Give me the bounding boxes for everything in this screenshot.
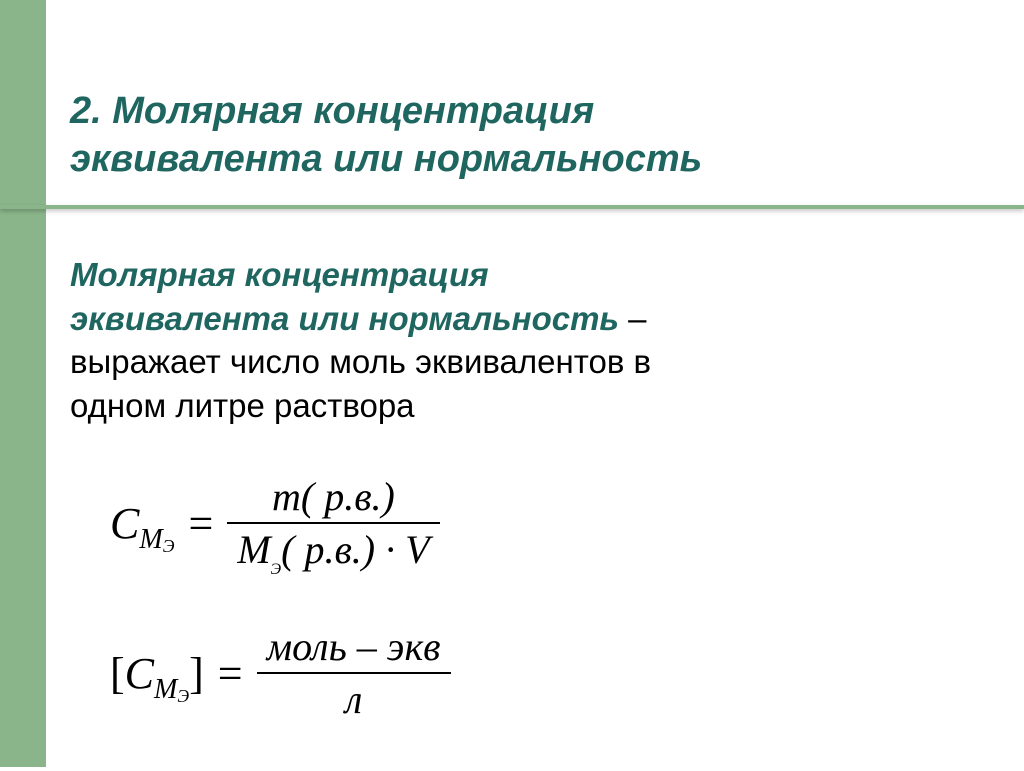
formula-1: CMЭ = m( р.в.) MЭ( р.в.) · V (110, 471, 994, 575)
term-line-2: эквивалента или нормальность (70, 300, 619, 337)
formula-1-lhs: CMЭ (110, 498, 174, 549)
f1-den-rest: ( р.в.) · V (281, 527, 429, 572)
f1-den: MЭ( р.в.) · V (227, 524, 439, 575)
formula-2-frac: моль – экв л (257, 621, 451, 725)
f1-sub: Э (163, 536, 175, 556)
body-line-3: выражает число моль эквивалентов в (70, 343, 651, 380)
formula-2: [CMЭ] = моль – экв л (110, 621, 994, 725)
f1-M: M (139, 524, 162, 555)
f2-C: C (125, 649, 154, 698)
term-line-1: Молярная концентрация (70, 256, 489, 293)
f2-open: [ (110, 649, 125, 698)
f2-eq: = (218, 648, 243, 699)
formula-1-frac: m( р.в.) MЭ( р.в.) · V (227, 471, 439, 575)
f1-eq: = (188, 498, 213, 549)
f1-den-sub: Э (271, 561, 281, 578)
body-line-4: одном литре раствора (70, 387, 415, 424)
title-line-1: 2. Молярная концентрация (70, 90, 594, 132)
f2-close: ] (189, 649, 204, 698)
sidebar-accent (0, 0, 46, 767)
body-text: Молярная концентрация эквивалента или но… (70, 253, 994, 427)
f1-den-M: M (237, 527, 270, 572)
title-line-2: эквивалента или нормальность (70, 138, 702, 180)
title-underline (0, 205, 1024, 209)
body-dash: – (619, 300, 647, 337)
f1-C: C (110, 499, 139, 548)
f2-M: M (154, 674, 177, 705)
slide-title: 2. Молярная концентрация эквивалента или… (70, 88, 994, 205)
formula-block: CMЭ = m( р.в.) MЭ( р.в.) · V [CMЭ] = мол… (70, 471, 994, 725)
f2-den: л (335, 674, 372, 725)
f2-sub: Э (177, 686, 189, 706)
f1-num: m( р.в.) (262, 471, 405, 522)
f2-num: моль – экв (257, 621, 451, 672)
formula-2-lhs: [CMЭ] (110, 648, 204, 699)
slide-content: 2. Молярная концентрация эквивалента или… (70, 88, 994, 771)
